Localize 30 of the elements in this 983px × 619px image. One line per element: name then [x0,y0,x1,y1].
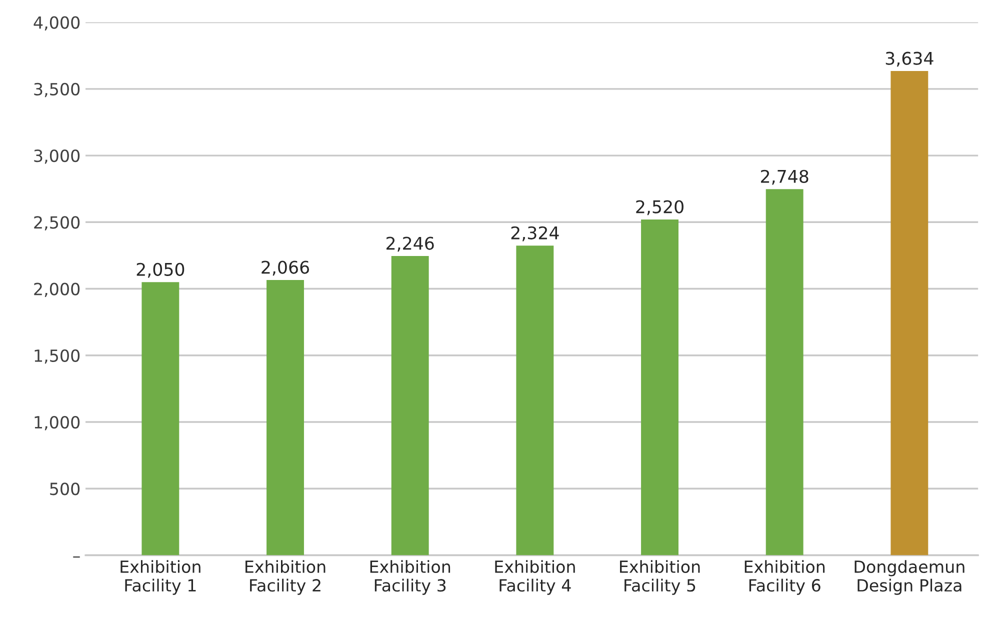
y-tick-label: 3,000 [34,149,80,164]
bar [766,189,804,556]
bar [391,256,429,556]
bar [890,71,928,556]
bar [142,282,180,556]
x-tick-label: Exhibition Facility 6 [744,560,825,595]
data-label: 3,634 [886,52,934,67]
x-tick-label: Exhibition Facility 4 [495,560,575,595]
y-tick-label: 500 [50,482,80,496]
data-label: 2,066 [262,260,310,276]
y-tick-label: 3,500 [34,82,80,98]
y-tick-label: 4,000 [34,16,80,31]
data-label: 2,520 [636,200,684,216]
y-tick-label: 1,500 [34,349,80,364]
data-label: 2,748 [761,170,808,185]
y-tick-label: – [73,556,80,558]
y-tick-label: 2,000 [34,282,80,298]
y-tick-label: 1,000 [34,416,80,430]
data-label: 2,246 [386,236,434,252]
x-tick-label: Exhibition Facility 1 [120,560,200,595]
x-tick-label: Exhibition Facility 2 [246,560,326,595]
x-tick-label: Exhibition Facility 3 [370,560,450,595]
bar [641,219,678,556]
data-label: 2,324 [511,226,559,242]
y-tick-label: 2,500 [34,216,80,230]
x-tick-label: Exhibition Facility 5 [620,560,700,595]
data-label: 2,050 [136,262,184,278]
bar [516,246,554,556]
bar [266,280,304,556]
x-tick-label: Dongdaemun Design Plaza [854,560,964,595]
